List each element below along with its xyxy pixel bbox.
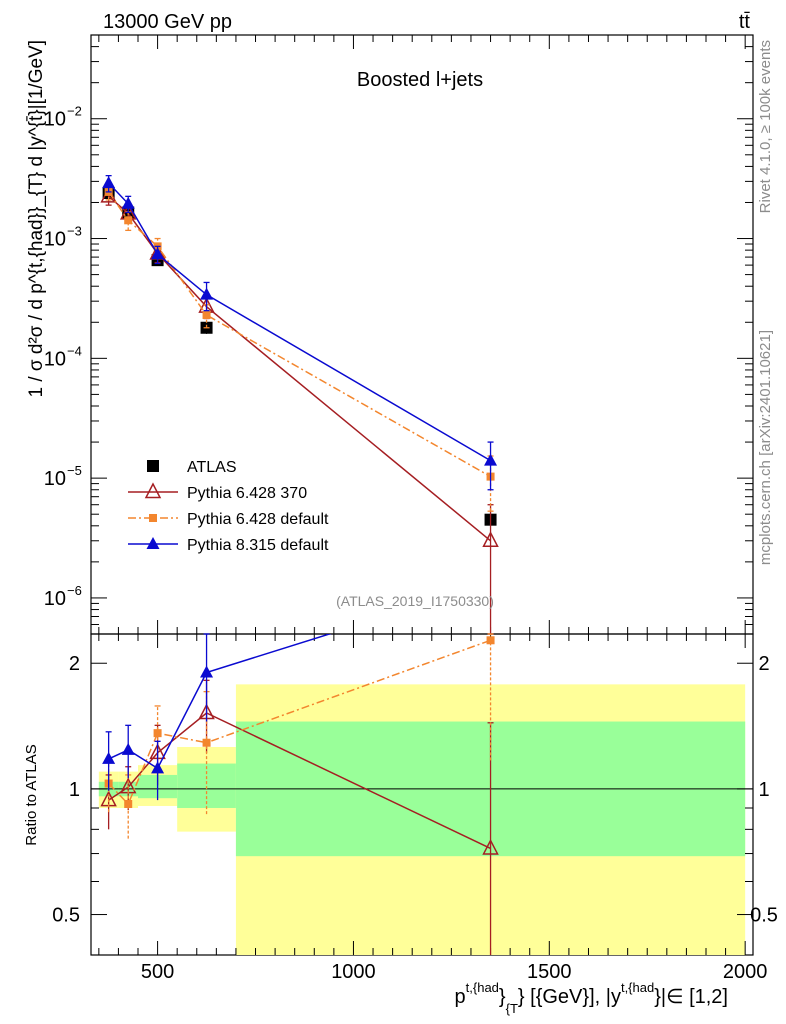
ratio-point-2-3 [200,665,214,678]
header-energy-label: 13000 GeV pp [103,11,232,33]
main-point-3-1 [121,196,135,209]
ratio-point-1-2 [153,729,162,738]
ratio-series-line-1 [108,639,491,806]
main-y-tick-exp-1: −5 [67,463,82,478]
rivet-version-label: Rivet 4.1.0, ≥ 100k events [757,40,774,213]
main-point-3-4 [484,453,498,466]
mcplots-label: mcplots.cern.ch [arXiv:2401.10621] [757,330,774,565]
x-tick-label-1: 1000 [331,961,376,983]
x-label-brace: } [499,986,506,1008]
legend-label-2: Pythia 6.428 default [187,511,329,528]
main-series-layer [100,174,499,635]
ratio-point-1-3 [202,738,211,747]
x-label-sup1: t,{had [466,980,499,995]
main-y-tick-exp-2: −4 [67,343,82,358]
main-point-1-4 [482,531,499,548]
x-tick-label-3: 2000 [723,961,768,983]
main-y-tick-label-2: 10 [44,348,66,370]
main-axis-ticks: 10−610−510−410−310−2 [44,34,753,635]
main-y-tick-exp-3: −3 [67,224,82,239]
ratio-y-tick-label-left-1: 1 [69,779,80,801]
stat-uncertainty-band-3 [177,763,236,808]
ratio-y-tick-label-left-0: 0.5 [52,905,80,927]
main-y-axis-label: 1 / σ d²σ / d p^{t,{had}}_{T} d |y^{t̄}|… [26,40,47,398]
ratio-point-0-4 [482,838,499,855]
ratio-point-2-2 [151,761,165,774]
ratio-y-axis-label: Ratio to ATLAS [23,744,40,845]
main-y-tick-exp-0: −6 [67,583,82,598]
main-point-2-1 [124,216,133,225]
main-point-3-2 [151,247,165,260]
ratio-y-tick-label-right-2: 2 [758,653,769,675]
legend-marker-3 [146,537,160,549]
legend-marker-2 [149,514,157,522]
ratio-y-tick-label-right-0: 0.5 [750,905,778,927]
ratio-point-1-1 [124,800,133,809]
x-label-sub: {T [506,1001,518,1016]
legend-label-3: Pythia 8.315 default [187,537,329,554]
main-point-2-3 [202,311,211,320]
x-axis-label: pt,{had}{T} [{GeV}], |yt,{had}|∈ [1,2] [455,980,728,1016]
legend-label-1: Pythia 6.428 370 [187,485,307,502]
legend-marker-0 [147,460,159,472]
ratio-point-1-4 [486,636,495,645]
main-point-3-3 [200,287,214,300]
legend-marker-1 [144,482,162,499]
main-point-3-0 [102,176,116,189]
ratio-uncertainty-bands [98,684,746,955]
header-process-label: tt̄ [739,11,751,33]
x-tick-label-2: 1500 [527,961,572,983]
ratio-y-tick-label-left-2: 2 [69,653,80,675]
x-label-units: } [{GeV}], |y [518,986,621,1008]
main-y-tick-label-4: 10 [44,109,66,131]
ratio-point-2-0 [102,751,116,764]
ratio-series-layer [100,633,499,955]
main-series-line-2 [108,191,491,478]
main-series-line-3 [108,182,491,462]
x-label-sup2: t,{had [621,980,654,995]
legend-label-0: ATLAS [187,459,237,476]
panel-title: Boosted l+jets [357,69,483,91]
main-y-tick-label-0: 10 [44,588,66,610]
main-y-tick-label-1: 10 [44,468,66,490]
x-tick-label-0: 500 [141,961,174,983]
x-label-range: }|∈ [1,2] [654,986,728,1008]
ratio-y-tick-label-right-1: 1 [758,779,769,801]
main-y-tick-label-3: 10 [44,229,66,251]
legend: ATLAS Pythia 6.428 370 Pythia 6.428 defaul… [128,459,329,554]
main-y-tick-exp-4: −2 [67,104,82,119]
analysis-watermark: (ATLAS_2019_I1750330) [336,593,494,609]
x-label-p: p [455,986,466,1008]
ratio-point-2-1 [121,742,135,755]
ratio-axis-ticks: 0.5 0.5 1 1 2 2 500 1000 1500 2000 [52,634,778,983]
